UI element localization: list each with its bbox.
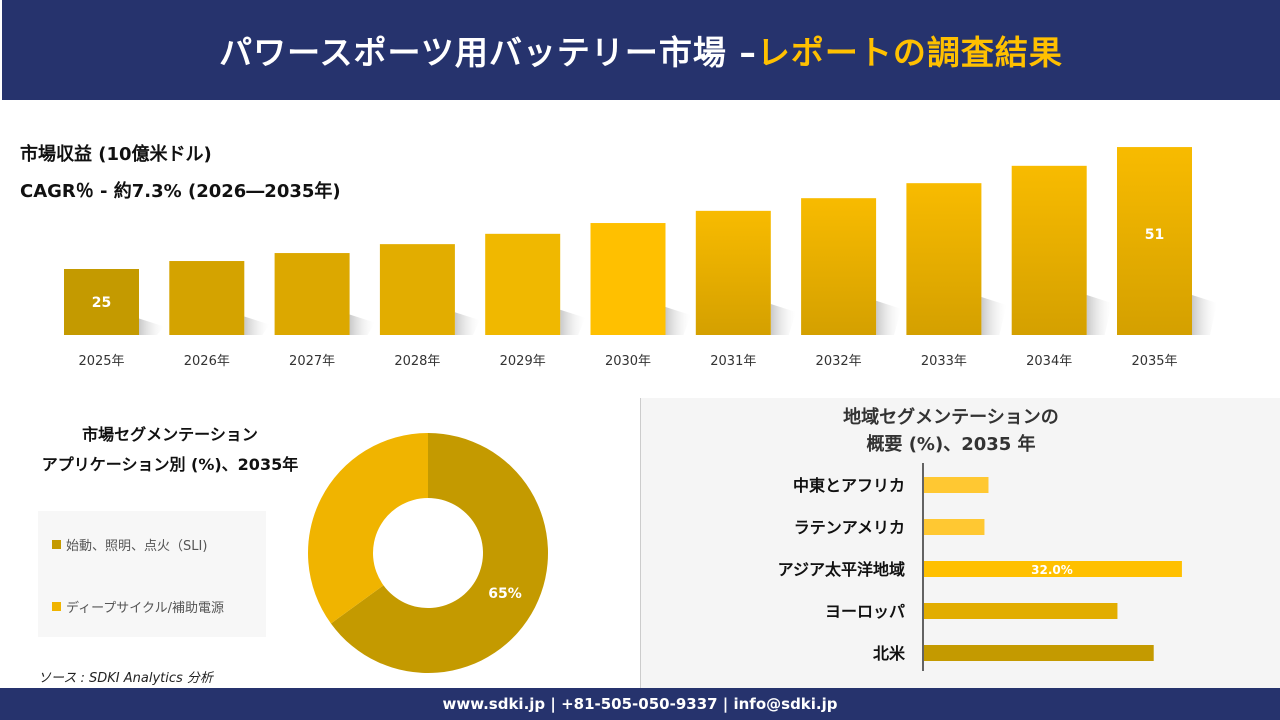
x-tick-label: 2026年 <box>184 354 230 369</box>
bar-shadow <box>454 312 480 335</box>
bar-中東とアフリカ <box>924 477 989 493</box>
title-line: 市場セグメンテーション <box>82 425 258 444</box>
bar-2027年 <box>274 253 350 335</box>
application-donut-chart: 65% <box>308 433 548 673</box>
y-tick-label: 北米 <box>873 644 906 663</box>
bar-2033年 <box>906 183 982 335</box>
bar-shadow <box>560 309 586 335</box>
bar-2035年 <box>1117 147 1192 335</box>
x-tick-label: 2034年 <box>1026 354 1072 369</box>
page-header: パワースポーツ用バッテリー市場 – レポートの調査結果 <box>2 0 1280 100</box>
data-label: 51 <box>1145 227 1164 243</box>
bar-2029年 <box>485 233 561 335</box>
region-segment-title: 地域セグメンテーションの 概要 (%)、2035 年 <box>801 404 1101 458</box>
bar-2032年 <box>801 198 877 335</box>
x-tick-label: 2027年 <box>289 354 335 369</box>
data-label: 65% <box>488 586 522 602</box>
application-segment-title: 市場セグメンテーション アプリケーション別 (%)、2035年 <box>20 420 320 480</box>
bar-shadow <box>349 314 375 335</box>
bar-2034年 <box>1011 165 1087 335</box>
donut-slice <box>330 433 548 673</box>
legend-label: ディープサイクル/補助電源 <box>66 601 225 616</box>
bar-2030年 <box>590 223 666 335</box>
revenue-bar-chart: 2025年 25 2026年 2027年 2028年 2029年 2030年 2031年 203… <box>64 147 1217 369</box>
data-label: 25 <box>92 295 111 311</box>
bar-shadow <box>139 318 164 335</box>
legend-swatch <box>52 602 61 611</box>
source-note: ソース : SDKI Analytics 分析 <box>38 671 213 686</box>
bar-shadow <box>770 303 796 335</box>
x-tick-label: 2031年 <box>710 354 756 369</box>
bar-shadow <box>244 316 270 335</box>
bar-shadow <box>876 300 902 335</box>
x-tick-label: 2032年 <box>816 354 862 369</box>
footer-contact: www.sdki.jp | +81-505-050-9337 | info@sd… <box>0 688 1280 720</box>
cagr-text: CAGR％ - 約7.3% (2026―2035年) <box>20 181 341 202</box>
donut-slice <box>308 433 428 624</box>
legend-item: 始動、照明、点火（SLI) <box>52 535 207 554</box>
title-line: 概要 (%)、2035 年 <box>866 434 1036 455</box>
bar-2026年 <box>169 261 245 335</box>
bar-shadow <box>1086 295 1112 335</box>
legend-item: ディープサイクル/補助電源 <box>52 597 224 616</box>
legend-label: 始動、照明、点火（SLI) <box>66 539 208 554</box>
bar-ヨーロッパ <box>924 603 1118 619</box>
bar-shadow <box>981 297 1007 335</box>
legend-swatch <box>52 540 61 549</box>
title-line: 地域セグメンテーションの <box>843 407 1059 428</box>
bar-2025年 <box>64 269 139 335</box>
donut-legend: 始動、照明、点火（SLI) ディープサイクル/補助電源 <box>38 511 266 637</box>
x-tick-label: 2030年 <box>605 354 651 369</box>
y-tick-label: アジア太平洋地域 <box>778 560 905 579</box>
x-tick-label: 2033年 <box>921 354 967 369</box>
bar-アジア太平洋地域 <box>924 561 1182 577</box>
y-tick-label: ラテンアメリカ <box>794 518 905 537</box>
title-accent: レポートの調査結果 <box>756 33 1063 72</box>
bar-shadow <box>665 307 691 335</box>
x-tick-label: 2025年 <box>78 354 124 369</box>
revenue-title: 市場収益 (10億米ドル) <box>20 144 212 165</box>
bar-2028年 <box>379 244 455 335</box>
y-tick-label: 中東とアフリカ <box>793 476 905 495</box>
data-label: 32.0% <box>1031 563 1073 577</box>
bar-北米 <box>924 645 1154 661</box>
bar-ラテンアメリカ <box>924 519 985 535</box>
x-tick-label: 2028年 <box>394 354 440 369</box>
x-tick-label: 2035年 <box>1131 354 1177 369</box>
title-main: パワースポーツ用バッテリー市場 – <box>219 33 757 72</box>
y-tick-label: ヨーロッパ <box>825 602 905 621</box>
title-line: アプリケーション別 (%)、2035年 <box>41 455 299 474</box>
bar-shadow <box>1192 295 1217 335</box>
region-segment-panel: 地域セグメンテーションの 概要 (%)、2035 年 中東とアフリカ ラテンアメリ… <box>640 398 1280 688</box>
bar-2031年 <box>695 210 771 335</box>
x-tick-label: 2029年 <box>500 354 546 369</box>
